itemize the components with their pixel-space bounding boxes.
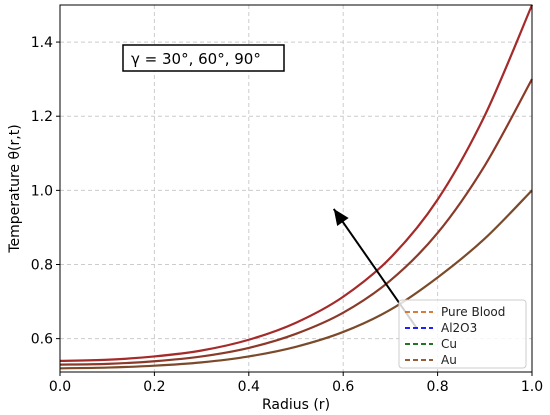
arrow-head (333, 208, 349, 227)
legend: Pure Blood Al2O3 Cu Au (398, 299, 527, 369)
series-lines (59, 4, 534, 370)
y-axis-label: Temperature θ(r,t) (7, 124, 23, 253)
y-tick-label: 1.2 (31, 109, 53, 125)
plot-frame (59, 4, 533, 373)
x-tick-label: 0.8 (426, 379, 448, 395)
gamma-annotation-box: γ = 30°, 60°, 90° (122, 44, 285, 72)
x-tick-label: 0.6 (332, 379, 354, 395)
legend-label: Al2O3 (441, 321, 477, 335)
x-tick-label: 0.4 (238, 379, 260, 395)
legend-label: Pure Blood (441, 305, 505, 319)
x-tick-label: 0.0 (49, 379, 71, 395)
x-axis-label: Radius (r) (262, 397, 330, 413)
y-tick-label: 1.4 (31, 35, 53, 51)
y-tick-label: 0.8 (31, 257, 53, 273)
axis-ticks: 0.0 0.2 0.4 0.6 0.8 1.0 0.6 0.8 1.0 1.2 1.4 (31, 35, 543, 395)
y-tick-label: 0.6 (31, 332, 53, 348)
series-line-1 (59, 4, 534, 362)
legend-label: Au (441, 353, 457, 367)
x-tick-label: 0.2 (143, 379, 165, 395)
x-tick-label: 1.0 (521, 379, 543, 395)
y-tick-label: 1.0 (31, 183, 53, 199)
gamma-annotation-frame (122, 44, 285, 72)
legend-box (398, 299, 527, 369)
legend-label: Cu (441, 337, 457, 351)
gamma-annotation: γ = 30°, 60°, 90° (131, 50, 261, 68)
series-line-2 (59, 78, 533, 366)
series-line-3 (59, 189, 533, 370)
